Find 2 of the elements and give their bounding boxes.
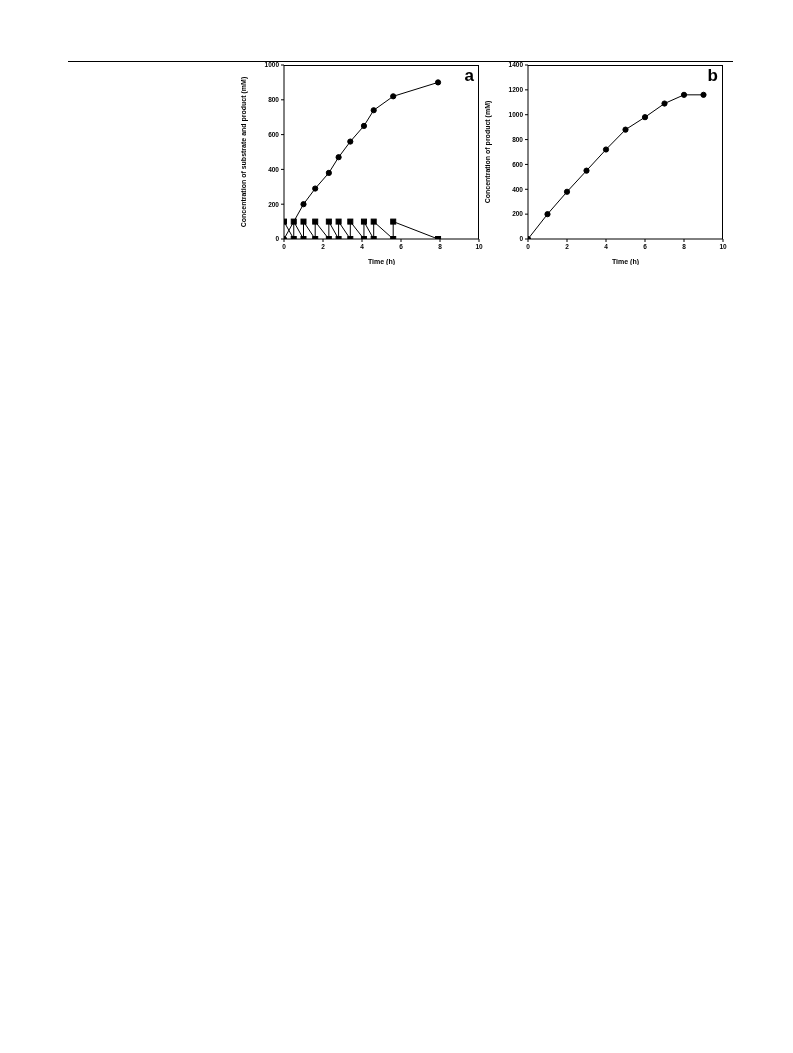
annotation: a [464, 66, 474, 85]
annotation: b [707, 66, 718, 85]
